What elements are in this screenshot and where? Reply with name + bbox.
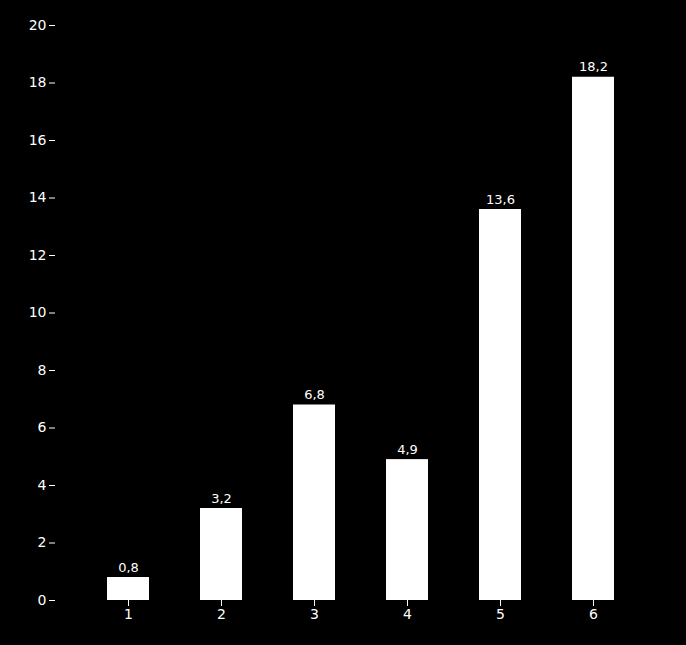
svg-text:4,9: 4,9 bbox=[397, 442, 418, 457]
svg-text:4: 4 bbox=[403, 606, 412, 622]
svg-text:2: 2 bbox=[217, 606, 226, 622]
svg-text:6: 6 bbox=[38, 419, 47, 435]
svg-text:3: 3 bbox=[310, 606, 319, 622]
svg-text:2: 2 bbox=[38, 534, 47, 550]
svg-text:18: 18 bbox=[29, 74, 47, 90]
svg-text:6,8: 6,8 bbox=[304, 387, 325, 402]
svg-text:14: 14 bbox=[29, 189, 47, 205]
svg-text:1: 1 bbox=[124, 606, 133, 622]
svg-text:6: 6 bbox=[589, 606, 598, 622]
svg-text:16: 16 bbox=[29, 132, 47, 148]
svg-text:4: 4 bbox=[38, 477, 47, 493]
svg-text:8: 8 bbox=[38, 362, 47, 378]
svg-text:5: 5 bbox=[496, 606, 505, 622]
svg-text:10: 10 bbox=[29, 304, 47, 320]
svg-text:0,8: 0,8 bbox=[118, 560, 139, 575]
svg-text:18,2: 18,2 bbox=[579, 59, 608, 74]
svg-text:12: 12 bbox=[29, 247, 47, 263]
svg-text:0: 0 bbox=[38, 592, 47, 608]
svg-text:3,2: 3,2 bbox=[211, 491, 232, 506]
svg-text:20: 20 bbox=[29, 17, 47, 33]
svg-text:13,6: 13,6 bbox=[486, 192, 515, 207]
